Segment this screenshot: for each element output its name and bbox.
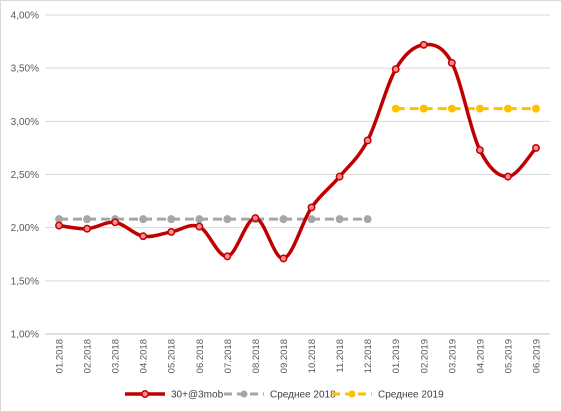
x-tick-label: 01.2019 [391,339,402,373]
x-axis-ticks: 01.2018 02.2018 03.2018 04.2018 05.2018 06.20… [55,339,543,373]
data-point [419,40,428,49]
x-tick-label: 04.2019 [475,339,486,373]
data-point [279,254,288,263]
data-point [139,232,148,241]
legend-label: 30+@3mob [171,390,224,401]
data-point [503,172,512,181]
legend-label: Среднее 2019 [378,390,444,401]
data-point [447,104,456,113]
data-point [475,104,484,113]
data-point [195,222,204,231]
x-tick-label: 11.2018 [335,339,346,373]
legend-swatch-marker [348,390,356,398]
x-tick-label: 03.2018 [111,339,122,373]
data-point [363,136,372,145]
x-tick-label: 04.2018 [139,339,150,373]
data-point [83,224,92,233]
data-point [223,252,232,261]
series-layer [55,40,540,263]
data-point [223,215,232,224]
legend-item-1: Среднее 2018 [224,390,336,401]
y-axis-ticks: 1,00% 1,50% 2,00% 2,50% 3,00% 3,50% 4,00% [11,11,39,341]
legend-swatch-marker [141,390,149,398]
data-point [475,146,484,154]
data-point [279,215,288,224]
legend-label: Среднее 2018 [270,390,336,401]
y-tick-label: 4,00% [11,11,39,22]
series-0 [55,40,540,263]
x-tick-label: 05.2018 [167,339,178,373]
x-tick-label: 10.2018 [307,339,318,373]
data-point [335,215,344,224]
data-point [419,104,428,113]
data-point [55,221,63,230]
x-tick-label: 06.2018 [195,339,206,373]
data-point [167,227,176,236]
legend-item-0: 30+@3mob [125,390,224,401]
x-tick-label: 03.2019 [447,339,458,373]
y-tick-label: 3,00% [11,117,39,128]
data-point [83,215,92,224]
data-point [307,203,316,212]
data-point [251,214,260,223]
legend-item-2: Среднее 2019 [332,390,444,401]
data-point [167,215,176,224]
legend-swatch-marker [240,390,248,398]
x-tick-label: 08.2018 [251,339,262,373]
x-tick-label: 06.2019 [532,339,543,373]
x-tick-label: 05.2019 [503,339,514,373]
data-point [391,65,400,74]
data-point [391,104,400,113]
data-point [111,218,120,227]
y-tick-label: 2,50% [11,170,39,181]
data-point [532,104,540,113]
x-tick-label: 07.2018 [223,339,234,373]
data-point [139,215,148,224]
data-point [532,143,540,152]
x-tick-label: 09.2018 [279,339,290,373]
data-point [447,58,456,67]
x-tick-label: 12.2018 [363,339,374,373]
series-1 [55,215,372,224]
y-tick-label: 3,50% [11,64,39,75]
x-tick-label: 02.2019 [419,339,430,373]
gridlines [45,14,550,335]
series-line [58,42,538,261]
data-point [503,104,512,113]
x-tick-label: 01.2018 [55,339,66,373]
y-tick-label: 1,00% [11,330,39,341]
x-tick-label: 02.2018 [83,339,94,373]
data-point [307,215,316,224]
y-tick-label: 1,50% [11,276,39,287]
y-tick-label: 2,00% [11,223,39,234]
data-point [335,172,344,181]
legend: 30+@3mob Среднее 2018 Среднее 2019 [125,390,444,401]
data-point [363,215,372,224]
data-point [195,215,204,224]
